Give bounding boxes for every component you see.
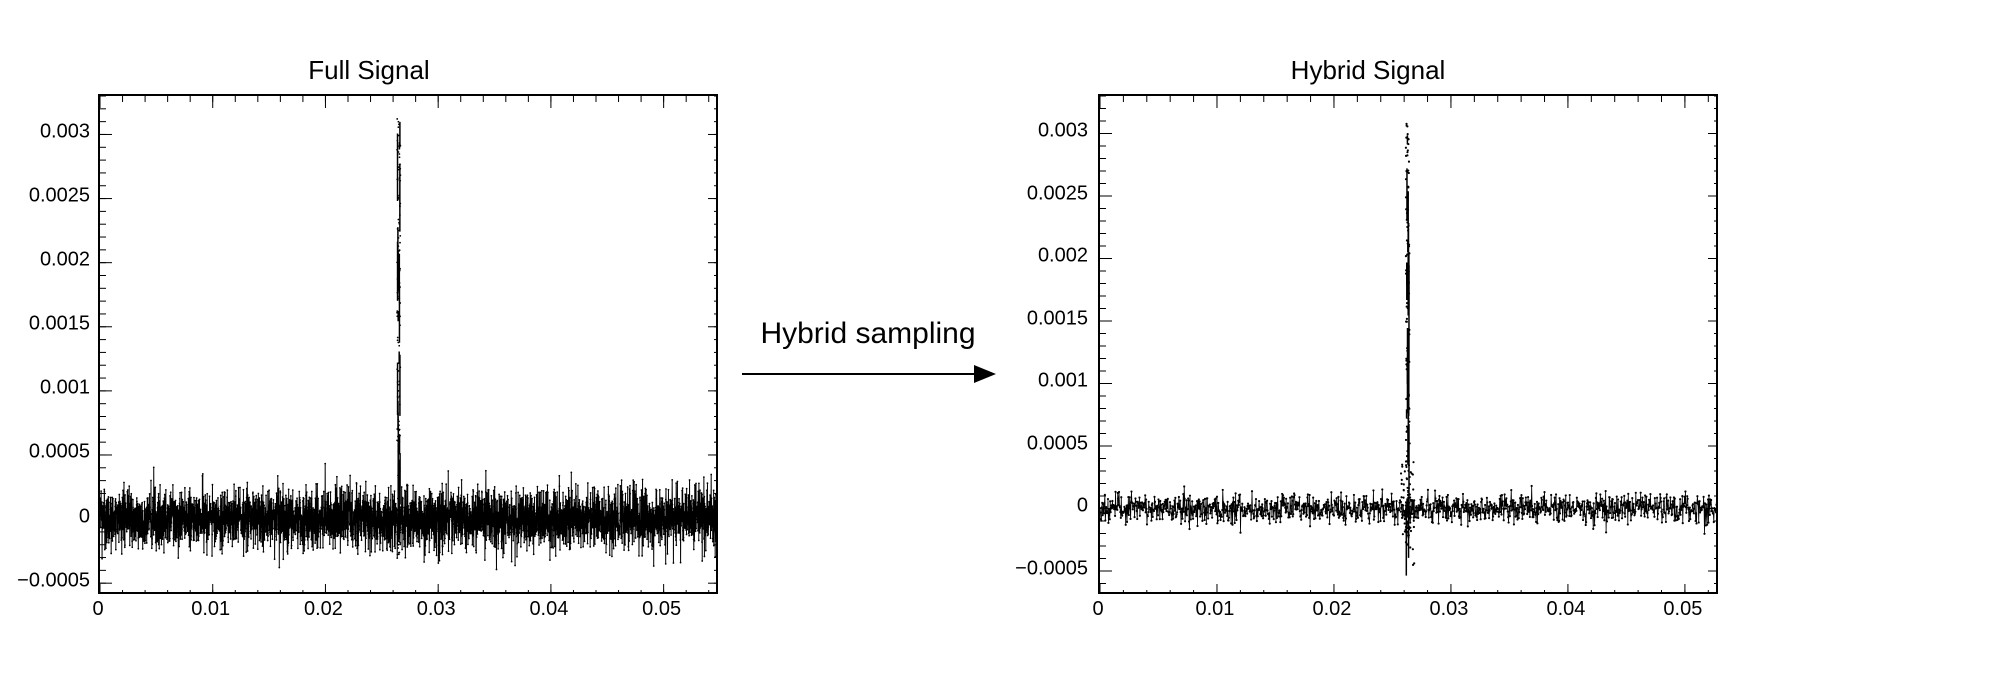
y-tick-label: 0.003 (1038, 120, 1088, 143)
y-tick-label: 0 (79, 505, 90, 528)
x-tick-label: 0.01 (191, 598, 230, 621)
right-chart-svg (1100, 96, 1718, 594)
left-y-axis: −0.0005 0 0.0005 0.001 0.0015 0.002 0.0025 0.00… (20, 94, 98, 594)
x-tick-label: 0.03 (417, 598, 456, 621)
right-plot-wrapper: −0.000500.00050.0010.00150.0020.00250.00… (1018, 94, 1718, 624)
y-tick-label: 0.0025 (1027, 182, 1088, 205)
left-chart-panel: Full Signal −0.000500.00050.0010.00150.0… (20, 55, 718, 624)
y-tick-label: 0.002 (1038, 245, 1088, 268)
x-tick-label: 0.02 (304, 598, 343, 621)
arrow-label: Hybrid sampling (760, 317, 975, 351)
left-plot-wrapper: −0.000500.00050.0010.00150.0020.00250.00… (20, 94, 718, 624)
right-chart-title: Hybrid Signal (1018, 55, 1718, 86)
y-tick-label: 0.0015 (1027, 307, 1088, 330)
y-tick-label: 0.003 (40, 120, 90, 143)
y-tick-label: 0.0005 (29, 441, 90, 464)
x-tick-label: 0.05 (642, 598, 681, 621)
left-x-axis: 00.010.020.030.040.05 (98, 594, 718, 624)
right-chart-panel: Hybrid Signal −0.000500.00050.0010.00150… (1018, 55, 1718, 624)
y-tick-label: 0.001 (1038, 370, 1088, 393)
y-tick-label: 0.0025 (29, 185, 90, 208)
right-y-axis: −0.0005 0 0.0005 0.001 0.0015 0.002 0.0025 0.00… (1018, 94, 1096, 594)
x-tick-label: 0 (1092, 598, 1103, 621)
arrow-section: Hybrid sampling (718, 317, 1018, 391)
x-tick-label: 0.03 (1429, 598, 1468, 621)
right-x-axis: 00.010.020.030.040.05 (1098, 594, 1718, 624)
left-plot-area (98, 94, 718, 594)
arrow-icon (738, 357, 998, 391)
y-tick-label: −0.0005 (17, 569, 90, 592)
y-tick-label: 0 (1077, 495, 1088, 518)
x-tick-label: 0.05 (1663, 598, 1702, 621)
y-tick-label: −0.0005 (1015, 557, 1088, 580)
y-tick-label: 0.002 (40, 249, 90, 272)
x-tick-label: 0 (92, 598, 103, 621)
left-chart-svg (100, 96, 718, 594)
y-tick-label: 0.0015 (29, 313, 90, 336)
right-plot-area (1098, 94, 1718, 594)
y-tick-label: 0.0005 (1027, 432, 1088, 455)
x-tick-label: 0.01 (1196, 598, 1235, 621)
y-tick-label: 0.001 (40, 377, 90, 400)
x-tick-label: 0.04 (529, 598, 568, 621)
figure-container: Full Signal −0.000500.00050.0010.00150.0… (0, 0, 2015, 678)
x-tick-label: 0.02 (1312, 598, 1351, 621)
left-chart-title: Full Signal (20, 55, 718, 86)
x-tick-label: 0.04 (1546, 598, 1585, 621)
